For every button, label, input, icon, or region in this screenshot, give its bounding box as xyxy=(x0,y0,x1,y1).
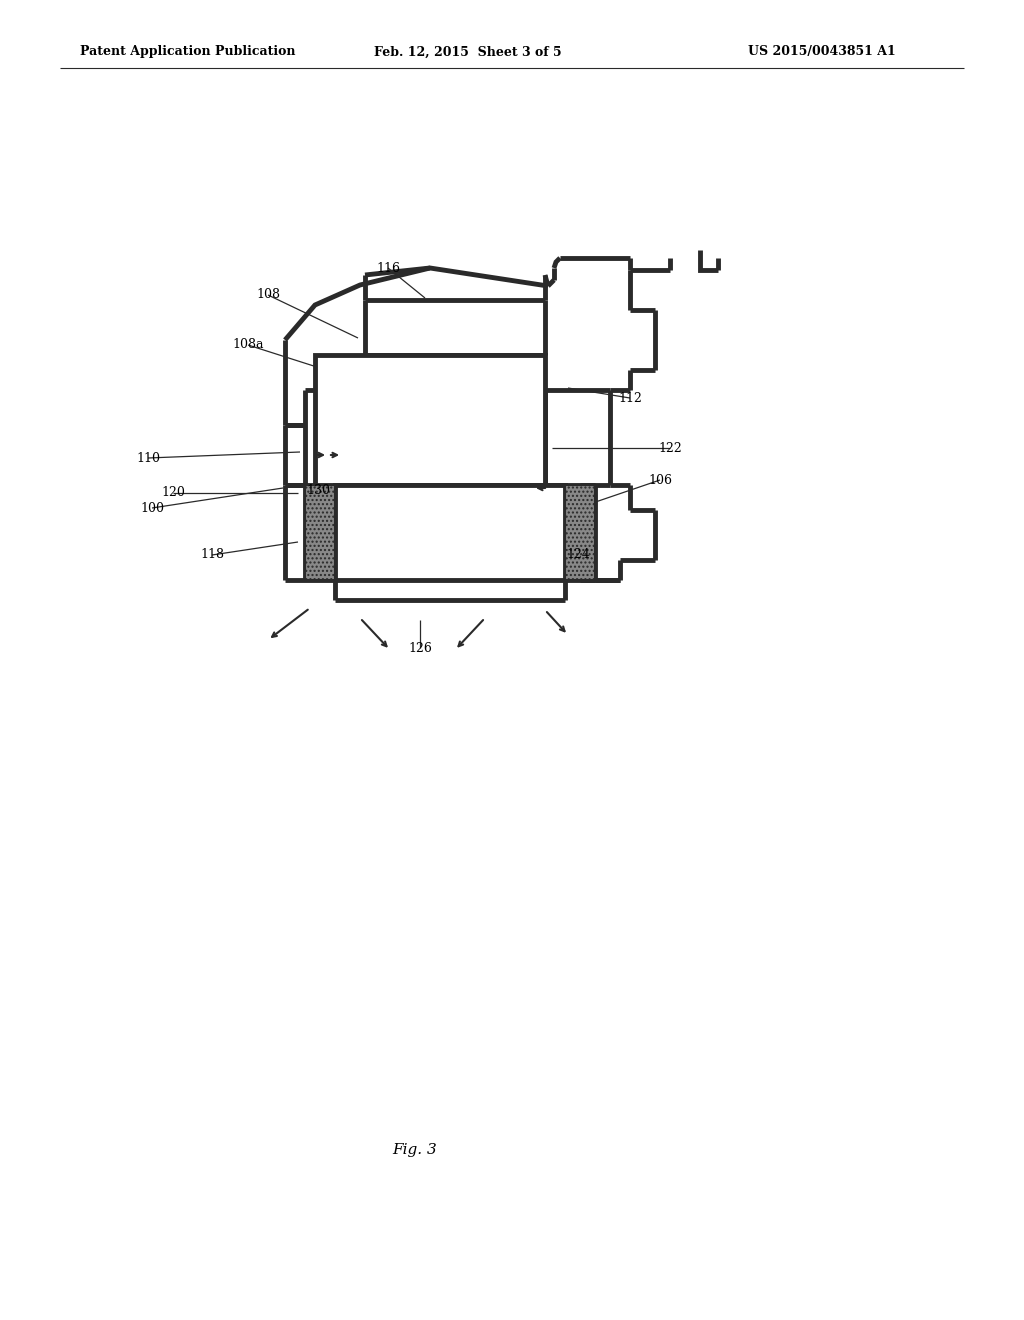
Text: Fig. 3: Fig. 3 xyxy=(392,1143,437,1158)
Text: 112: 112 xyxy=(618,392,642,404)
Text: 110: 110 xyxy=(136,451,160,465)
Text: 108a: 108a xyxy=(232,338,264,351)
Bar xyxy=(315,355,545,484)
Text: US 2015/0043851 A1: US 2015/0043851 A1 xyxy=(749,45,896,58)
Text: 118: 118 xyxy=(200,549,224,561)
Bar xyxy=(565,484,595,579)
Text: 116: 116 xyxy=(376,261,400,275)
Bar xyxy=(305,484,335,579)
Bar xyxy=(335,484,565,579)
Text: 126: 126 xyxy=(408,642,432,655)
Text: 108: 108 xyxy=(256,289,280,301)
Text: Patent Application Publication: Patent Application Publication xyxy=(80,45,296,58)
Text: Feb. 12, 2015  Sheet 3 of 5: Feb. 12, 2015 Sheet 3 of 5 xyxy=(374,45,562,58)
Text: 100: 100 xyxy=(140,502,164,515)
Text: 122: 122 xyxy=(658,441,682,454)
Text: 106: 106 xyxy=(648,474,672,487)
Text: 124: 124 xyxy=(566,549,590,561)
Text: 130: 130 xyxy=(306,483,330,496)
Text: 120: 120 xyxy=(161,487,185,499)
